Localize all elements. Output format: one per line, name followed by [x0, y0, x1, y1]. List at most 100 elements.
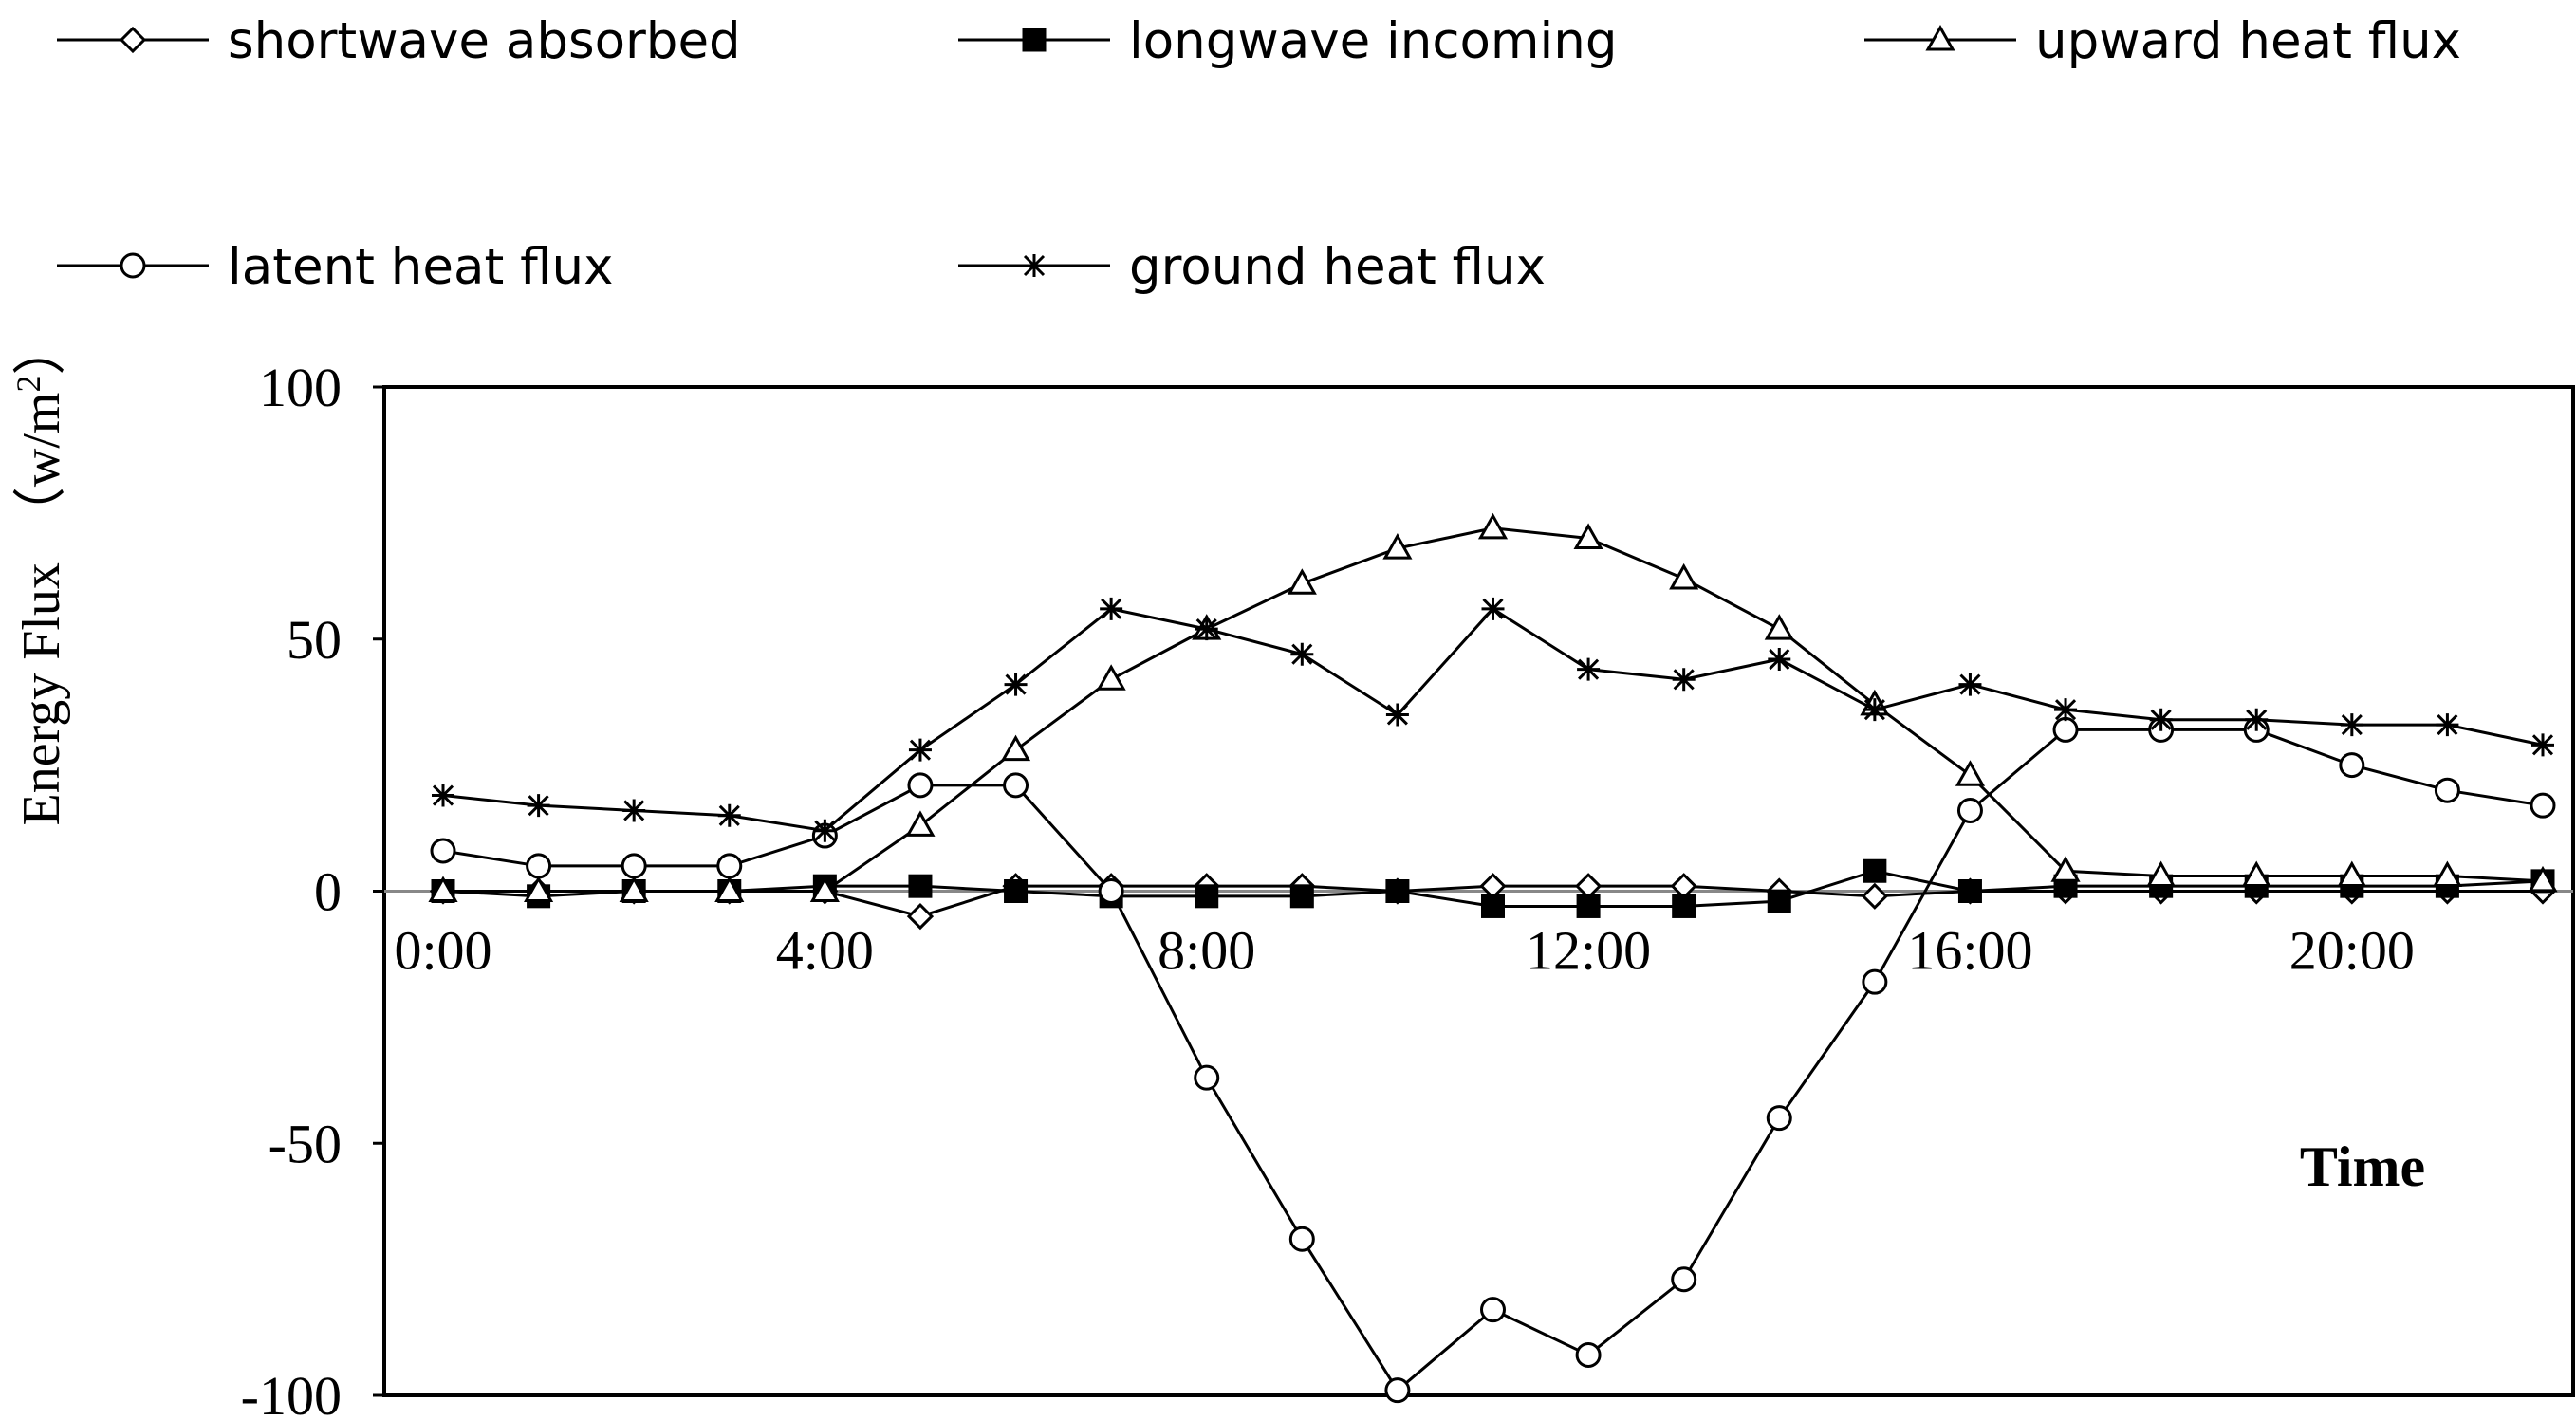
series-ground-heat-flux: [432, 597, 2554, 842]
data-point: [1861, 882, 1888, 910]
x-tick-label: 20:00: [2289, 920, 2415, 982]
y-tick-label: -100: [241, 1365, 342, 1420]
data-point: [717, 803, 741, 827]
data-point: [1194, 1064, 1220, 1091]
y-tick-label: 50: [287, 609, 342, 671]
data-point: [1003, 772, 1029, 799]
data-point: [1956, 797, 1983, 823]
data-point: [1100, 597, 1123, 620]
legend-label: ground heat flux: [1129, 238, 1546, 296]
data-point: [432, 784, 454, 807]
data-point: [716, 853, 743, 879]
data-point: [2054, 698, 2078, 722]
series-latent-heat-flux: [430, 716, 2556, 1404]
data-point: [1958, 673, 1982, 696]
data-point: [2528, 865, 2558, 893]
data-point: [1863, 698, 1886, 722]
data-point: [1670, 873, 1697, 900]
data-point: [527, 794, 550, 818]
data-point: [2531, 733, 2554, 757]
data-point: [1672, 894, 1696, 918]
series-upward-heat-flux: [428, 512, 2558, 902]
data-point: [2340, 713, 2363, 737]
svg-text:Energy Flux（w/m2）: Energy Flux （w/m2）: [9, 323, 71, 826]
data-point: [1477, 512, 1509, 540]
data-point: [1766, 1105, 1792, 1132]
legend-label: latent heat flux: [228, 238, 613, 296]
y-axis-title-unit-prefix: （w/m: [12, 393, 71, 541]
data-point: [1481, 894, 1505, 918]
data-point: [1669, 562, 1699, 590]
y-axis: -100 -50 0 50 100: [241, 357, 384, 1420]
legend-item: upward heat flux: [1864, 12, 2461, 70]
data-point: [1479, 873, 1507, 900]
data-point: [526, 853, 552, 879]
data-point: [813, 819, 837, 842]
data-point: [1577, 657, 1601, 681]
data-point: [622, 799, 646, 822]
data-point: [1480, 1297, 1506, 1323]
data-point: [2149, 708, 2173, 731]
legend-label: shortwave absorbed: [228, 12, 741, 70]
data-point: [1481, 597, 1505, 620]
series-line: [442, 728, 2544, 1392]
data-point: [1289, 884, 1314, 909]
data-point: [428, 876, 458, 902]
data-point: [1385, 703, 1409, 727]
x-tick-label: 0:00: [394, 920, 491, 982]
data-point: [1382, 533, 1413, 560]
legend-marker: [1925, 24, 1955, 51]
data-point: [1671, 1266, 1697, 1293]
x-tick-label: 16:00: [1907, 920, 2032, 982]
x-tick-label: 8:00: [1158, 920, 1255, 982]
data-point: [2052, 716, 2079, 743]
data-point: [1957, 879, 1982, 903]
data-point: [1384, 1377, 1411, 1404]
data-point: [2337, 860, 2367, 888]
y-axis-title-unit-suffix: ）: [12, 323, 71, 376]
legend-marker: [1022, 28, 1047, 52]
series-line: [443, 526, 2544, 893]
data-point: [1195, 618, 1218, 641]
data-point: [1862, 968, 1888, 995]
legend-marker: [120, 252, 146, 279]
data-point: [908, 738, 932, 762]
y-axis-title: Energy Flux （w/m2）: [9, 323, 71, 826]
legend-label: longwave incoming: [1129, 12, 1618, 70]
data-point: [1672, 668, 1696, 692]
data-point: [1767, 889, 1791, 913]
series-group: [428, 512, 2558, 1404]
data-point: [1195, 884, 1219, 909]
y-axis-title-unit-sup: 2: [9, 376, 47, 393]
data-point: [1955, 760, 1986, 786]
data-point: [1385, 879, 1410, 903]
data-point: [2339, 752, 2365, 779]
data-point: [430, 838, 456, 864]
legend-label: upward heat flux: [2035, 12, 2461, 70]
data-point: [2241, 860, 2271, 888]
x-tick-label: 4:00: [776, 920, 874, 982]
data-point: [1576, 894, 1601, 918]
y-tick-label: 100: [259, 357, 342, 418]
legend-item: shortwave absorbed: [57, 12, 741, 70]
data-point: [1290, 642, 1314, 666]
data-point: [1288, 1226, 1315, 1252]
data-point: [809, 876, 840, 902]
data-point: [1004, 673, 1028, 696]
legend-item: latent heat flux: [57, 238, 613, 296]
data-point: [1575, 1341, 1602, 1368]
data-point: [2530, 792, 2556, 819]
data-point: [2436, 713, 2459, 737]
y-tick-label: 0: [314, 861, 342, 923]
data-point: [714, 876, 745, 902]
x-axis-title: Time: [2300, 1135, 2425, 1198]
legend-item: longwave incoming: [958, 12, 1618, 70]
data-point: [524, 876, 554, 902]
data-point: [907, 772, 934, 799]
legend-marker: [119, 26, 147, 54]
legend-item: ground heat flux: [958, 238, 1546, 296]
data-point: [1098, 878, 1124, 904]
legend: shortwave absorbed longwave incoming upwar…: [57, 12, 2461, 296]
data-point: [621, 853, 647, 879]
